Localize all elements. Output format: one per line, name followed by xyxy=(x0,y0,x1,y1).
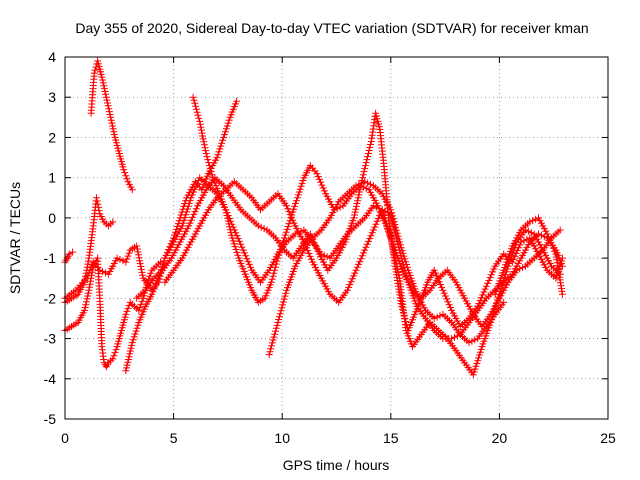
x-tick-label: 20 xyxy=(492,430,508,446)
x-axis-label: GPS time / hours xyxy=(283,457,390,473)
series-markers xyxy=(87,57,136,194)
plot-frame xyxy=(64,56,609,420)
y-tick-label: -1 xyxy=(44,250,57,266)
series-track-b xyxy=(61,248,77,266)
series-track-i xyxy=(189,93,564,330)
series-markers xyxy=(265,178,508,359)
series-line xyxy=(192,96,561,328)
y-tick-label: 0 xyxy=(48,210,56,226)
series-markers xyxy=(61,248,77,266)
series-layer xyxy=(61,57,566,379)
x-tick-label: 10 xyxy=(274,430,290,446)
y-tick-label: 4 xyxy=(48,49,56,65)
series-track-a xyxy=(87,57,136,194)
y-tick-label: -3 xyxy=(44,331,57,347)
series-track-d xyxy=(61,254,165,371)
series-track-j xyxy=(265,178,508,359)
y-tick-label: 1 xyxy=(48,170,56,186)
series-markers xyxy=(189,93,564,330)
series-track-f xyxy=(122,174,564,379)
x-tick-label: 25 xyxy=(600,430,616,446)
x-tick-label: 0 xyxy=(61,430,69,446)
x-tick-label: 15 xyxy=(383,430,399,446)
x-tick-label: 5 xyxy=(170,430,178,446)
y-tick-label: -5 xyxy=(44,411,57,427)
series-line xyxy=(64,257,162,368)
series-markers xyxy=(491,214,566,298)
y-tick-label: 3 xyxy=(48,89,56,105)
y-tick-label: -4 xyxy=(44,371,57,387)
y-axis-label: SDTVAR / TECUs xyxy=(7,182,23,294)
series-track-k xyxy=(491,214,566,298)
y-tick-label: 2 xyxy=(48,129,56,145)
y-tick-label: -2 xyxy=(44,290,57,306)
chart-title: Day 355 of 2020, Sidereal Day-to-day VTE… xyxy=(75,20,588,36)
